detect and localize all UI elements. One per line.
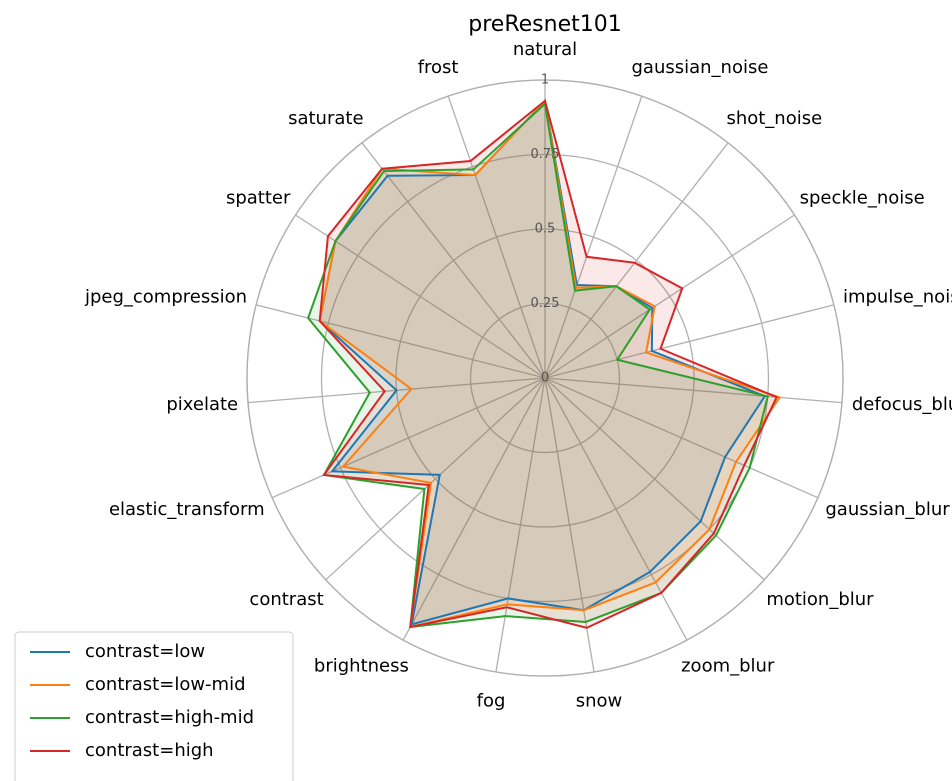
radial-tick-label: 1 <box>541 73 549 88</box>
spoke <box>544 377 843 404</box>
spoke <box>495 377 546 673</box>
radial-tick-label: 0.25 <box>531 296 560 311</box>
category-label: brightness <box>314 655 409 676</box>
category-label: frost <box>418 57 459 78</box>
radial-tick-label: 0 <box>541 371 549 386</box>
category-label: jpeg_compression <box>84 286 247 307</box>
spoke <box>447 95 546 379</box>
series-line <box>318 98 782 629</box>
plot-area <box>306 98 782 629</box>
spoke <box>402 377 546 641</box>
grid <box>246 79 844 677</box>
spoke <box>295 214 546 379</box>
series-area <box>319 100 765 625</box>
category-label: gaussian_noise <box>632 57 769 78</box>
chart-title: preResnet101 <box>468 12 621 37</box>
category-label: zoom_blur <box>681 655 775 676</box>
series-line <box>306 101 769 629</box>
spoke <box>544 304 835 379</box>
legend-label: contrast=high-mid <box>85 707 254 728</box>
category-label: fog <box>477 691 506 712</box>
category-label: defocus_blur <box>852 394 952 415</box>
legend: contrast=low contrast=low-mid contrast=hig… <box>14 631 294 781</box>
spoke <box>361 142 546 379</box>
category-label: gaussian_blur <box>825 499 950 520</box>
category-label: snow <box>576 691 623 712</box>
category-label: pixelate <box>166 394 238 415</box>
spoke <box>325 377 546 581</box>
category-label: natural <box>513 39 577 60</box>
category-label: saturate <box>288 108 363 129</box>
radial-tick-label: 0.5 <box>535 222 556 237</box>
category-label: spatter <box>226 188 291 209</box>
spoke <box>544 214 795 379</box>
spoke <box>271 377 546 499</box>
category-label: elastic_transform <box>109 499 265 520</box>
category-label: motion_blur <box>766 589 874 610</box>
legend-label: contrast=high <box>85 740 214 761</box>
series-line <box>318 99 779 629</box>
category-label: shot_noise <box>726 108 822 129</box>
legend-box <box>14 631 294 781</box>
legend-label: contrast=low-mid <box>85 674 246 695</box>
series-area <box>319 100 777 628</box>
category-label: impulse_noise <box>843 286 952 307</box>
spoke <box>255 304 546 379</box>
labels: natural gaussian_noise shot_noise speckle_n… <box>84 39 952 712</box>
radial-tick-label: 0.75 <box>531 147 560 162</box>
series-area <box>308 103 768 627</box>
legend-label: contrast=low <box>85 641 205 662</box>
category-label: contrast <box>249 589 323 610</box>
spoke <box>544 142 729 379</box>
spoke <box>544 377 819 499</box>
series-area <box>319 100 780 627</box>
category-label: speckle_noise <box>800 188 925 209</box>
spoke <box>544 377 688 641</box>
spoke <box>544 377 765 581</box>
spoke <box>544 95 643 379</box>
